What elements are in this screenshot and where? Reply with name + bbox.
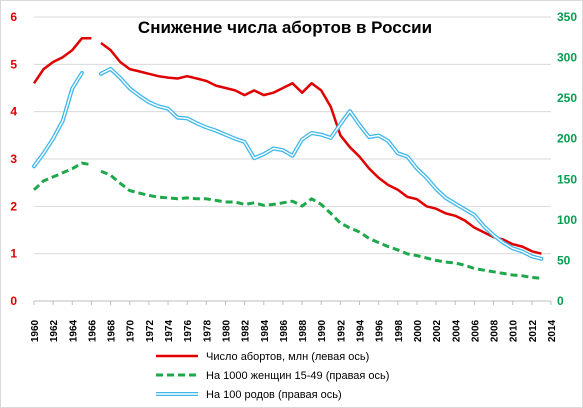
y-right-tick-label: 0	[557, 294, 564, 308]
y-right-tick-label: 200	[557, 132, 577, 146]
y-left-tick-label: 3	[10, 152, 17, 166]
series-2-line-inner	[33, 72, 83, 168]
y-left-tick-label: 4	[10, 105, 17, 119]
x-tick-label: 1990	[317, 319, 328, 342]
x-tick-label: 1964	[68, 319, 79, 342]
x-tick-label: 1966	[87, 319, 98, 342]
axes: 0 1 2 3 4 5 6 0 50 100 150 200 250 300 350 1960 1962 1964…	[10, 10, 577, 342]
x-tick-label: 2008	[490, 319, 501, 342]
x-tick-label: 2000	[413, 319, 424, 342]
series-1-line	[32, 161, 92, 191]
y-right-tick-label: 100	[557, 213, 577, 227]
x-tick-label: 1970	[126, 319, 137, 342]
x-tick-label: 1962	[49, 319, 60, 342]
y-left-tick-label: 1	[10, 247, 17, 261]
x-tick-label: 1972	[145, 319, 156, 342]
x-tick-label: 1998	[394, 319, 405, 342]
x-tick-label: 2012	[528, 319, 539, 342]
legend-label-2: На 100 родов (правая ось)	[206, 389, 342, 401]
x-tick-label: 1968	[107, 319, 118, 342]
y-right-tick-label: 250	[557, 91, 577, 105]
x-tick-label: 1978	[202, 319, 213, 342]
y-right-tick-label: 350	[557, 10, 577, 24]
x-tick-label: 1986	[279, 319, 290, 342]
x-tick-label: 1982	[241, 319, 252, 342]
chart-title: Снижение числа абортов в России	[138, 18, 432, 37]
series-2-line-outer	[99, 66, 544, 261]
x-tick-label: 1976	[183, 319, 194, 342]
y-right-tick-label: 300	[557, 51, 577, 65]
series-2-line-inner	[100, 68, 543, 260]
x-tick-label: 1988	[298, 319, 309, 342]
legend-label-0: Число абортов, млн (левая ось)	[206, 351, 369, 363]
y-left-tick-label: 2	[10, 199, 17, 213]
x-tick-label: 2002	[432, 319, 443, 342]
series-2-line-outer	[32, 71, 84, 169]
legend-label-1: На 1000 женщин 15-49 (правая ось)	[206, 370, 389, 382]
series-0-line	[100, 41, 542, 255]
x-tick-label: 2004	[451, 319, 462, 342]
y-right-tick-label: 150	[557, 172, 577, 186]
y-left-tick-label: 0	[10, 294, 17, 308]
series-lines	[32, 37, 544, 280]
x-tick-label: 1984	[260, 319, 271, 342]
legend: Число абортов, млн (левая ось) На 1000 же…	[156, 351, 389, 401]
x-tick-label: 1980	[221, 319, 232, 342]
y-left-tick-label: 5	[10, 57, 17, 71]
x-tick-label: 1992	[336, 319, 347, 342]
x-tick-label: 1960	[30, 319, 41, 342]
x-tick-label: 2014	[547, 319, 558, 342]
x-tick-label: 1974	[164, 319, 175, 342]
gridlines	[34, 16, 551, 302]
series-1-line	[100, 169, 542, 280]
x-tick-label: 1994	[356, 319, 367, 342]
y-left-tick-label: 6	[10, 10, 17, 24]
y-right-tick-label: 50	[557, 253, 571, 267]
series-0-line	[32, 37, 92, 85]
x-tick-label: 1996	[375, 319, 386, 342]
x-tick-label: 2006	[470, 319, 481, 342]
x-tick-label: 2010	[509, 319, 520, 342]
